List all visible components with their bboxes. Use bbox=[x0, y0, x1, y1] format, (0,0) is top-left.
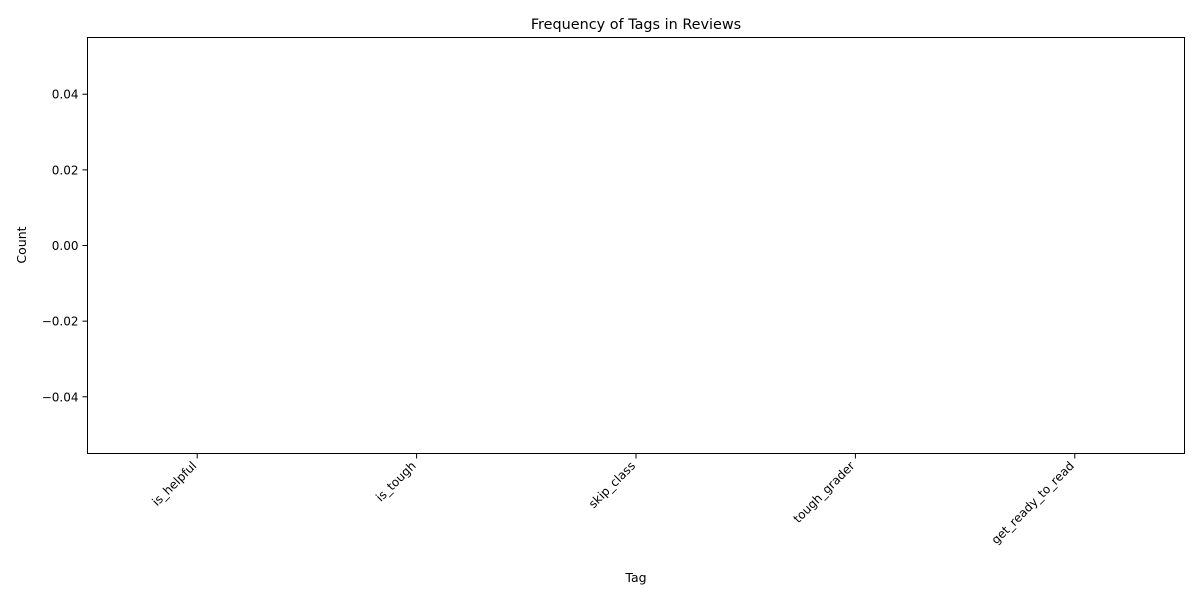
y-axis-ticks: −0.04 −0.02 0.00 0.02 0.04 bbox=[42, 88, 88, 404]
chart-title: Frequency of Tags in Reviews bbox=[531, 17, 741, 33]
x-axis-label: Tag bbox=[624, 570, 646, 585]
y-tick-label: 0.00 bbox=[52, 239, 79, 253]
plot-frame bbox=[87, 37, 1185, 454]
y-tick-label: 0.02 bbox=[52, 163, 79, 177]
y-tick-label: 0.04 bbox=[52, 88, 79, 102]
y-tick-label: −0.04 bbox=[42, 390, 79, 404]
y-tick-label: −0.02 bbox=[42, 315, 79, 329]
y-axis-label: Count bbox=[14, 226, 29, 263]
